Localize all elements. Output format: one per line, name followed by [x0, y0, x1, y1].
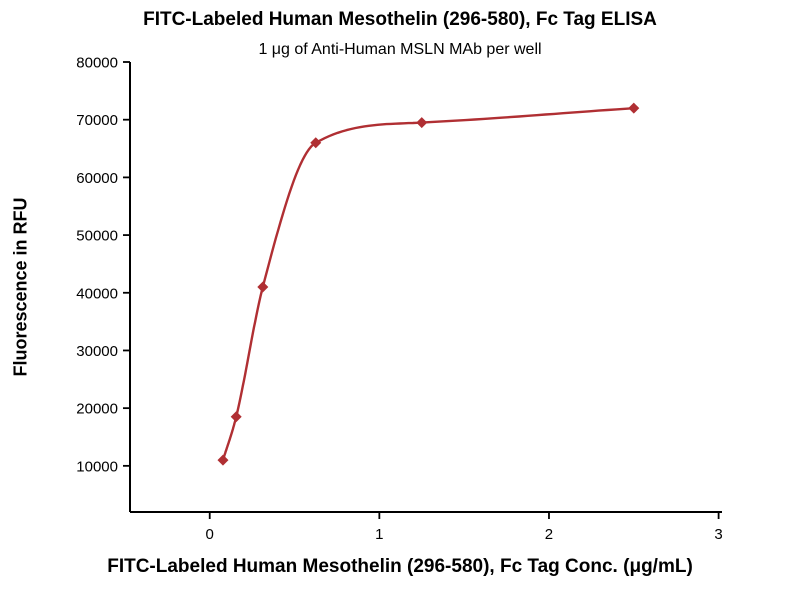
data-point-marker: [230, 411, 242, 423]
data-point-marker: [628, 102, 640, 114]
y-tick-label: 20000: [76, 401, 118, 418]
x-tick-label: 0: [206, 526, 214, 543]
x-tick-label: 1: [375, 526, 383, 543]
data-point-marker: [416, 117, 428, 129]
y-tick-label: 40000: [76, 285, 118, 302]
x-tick-label: 2: [545, 526, 553, 543]
y-tick-label: 10000: [76, 458, 118, 475]
data-point-marker: [310, 137, 322, 149]
y-tick-label: 30000: [76, 343, 118, 360]
x-tick-label: 3: [714, 526, 722, 543]
y-tick-label: 50000: [76, 228, 118, 245]
x-axis-label: FITC-Labeled Human Mesothelin (296-580),…: [107, 556, 693, 577]
y-tick-label: 80000: [76, 55, 118, 72]
fit-curve: [221, 107, 635, 462]
y-tick-label: 70000: [76, 112, 118, 129]
chart-title: FITC-Labeled Human Mesothelin (296-580),…: [143, 9, 657, 30]
y-tick-label: 60000: [76, 170, 118, 187]
data-point-marker: [257, 281, 269, 293]
chart-subtitle: 1 μg of Anti-Human MSLN MAb per well: [258, 41, 542, 58]
data-point-marker: [217, 454, 229, 466]
